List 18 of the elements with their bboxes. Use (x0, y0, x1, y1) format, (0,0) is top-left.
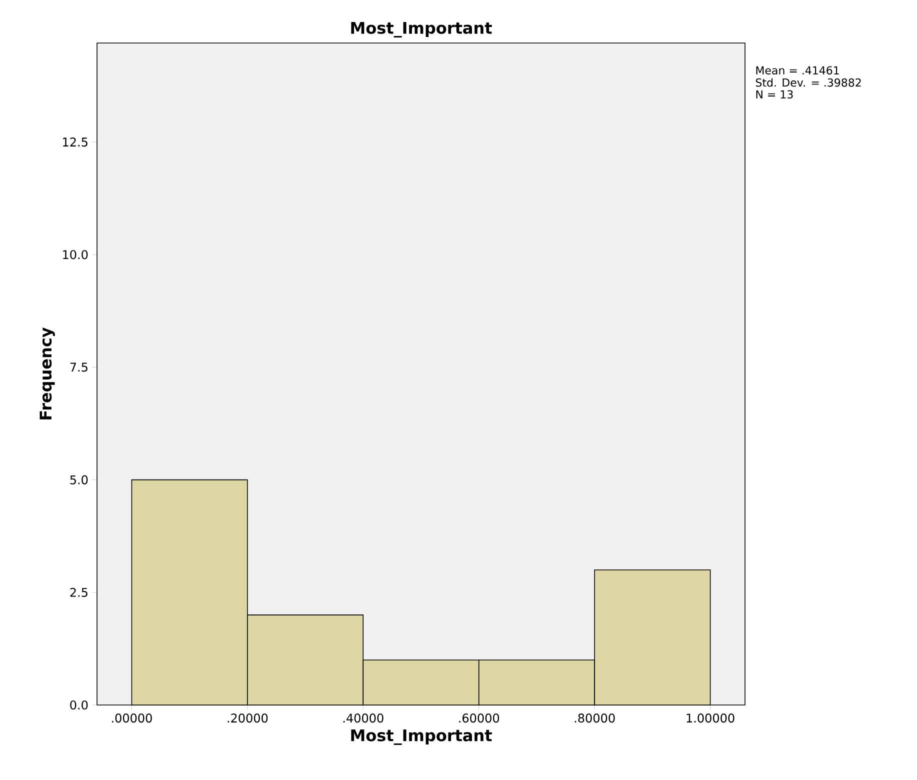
x-tick-label: .80000 (574, 714, 615, 723)
y-axis-title: Frequency (40, 327, 55, 420)
x-axis-title: Most_Important (351, 729, 492, 745)
y-tick-label: 7.5 (70, 362, 88, 372)
x-tick-label: .60000 (459, 714, 500, 723)
chart-title: Most_Important (351, 22, 492, 38)
y-tick-label: 12.5 (63, 138, 88, 147)
text: Mean = .41461 (756, 66, 839, 75)
x-tick-label: 1.00000 (686, 714, 734, 723)
y-tick-label: 2.5 (70, 588, 88, 597)
y-tick-label: 10.0 (63, 250, 88, 260)
y-tick-label: 0.0 (70, 700, 88, 710)
y-tick-label: 5.0 (70, 475, 88, 484)
x-tick-label: .20000 (228, 714, 268, 723)
x-tick-label: .40000 (343, 714, 384, 723)
text: Std. Dev. = .39882 (756, 78, 861, 87)
text: N = 13 (756, 90, 793, 99)
x-tick-label: .00000 (112, 714, 152, 723)
